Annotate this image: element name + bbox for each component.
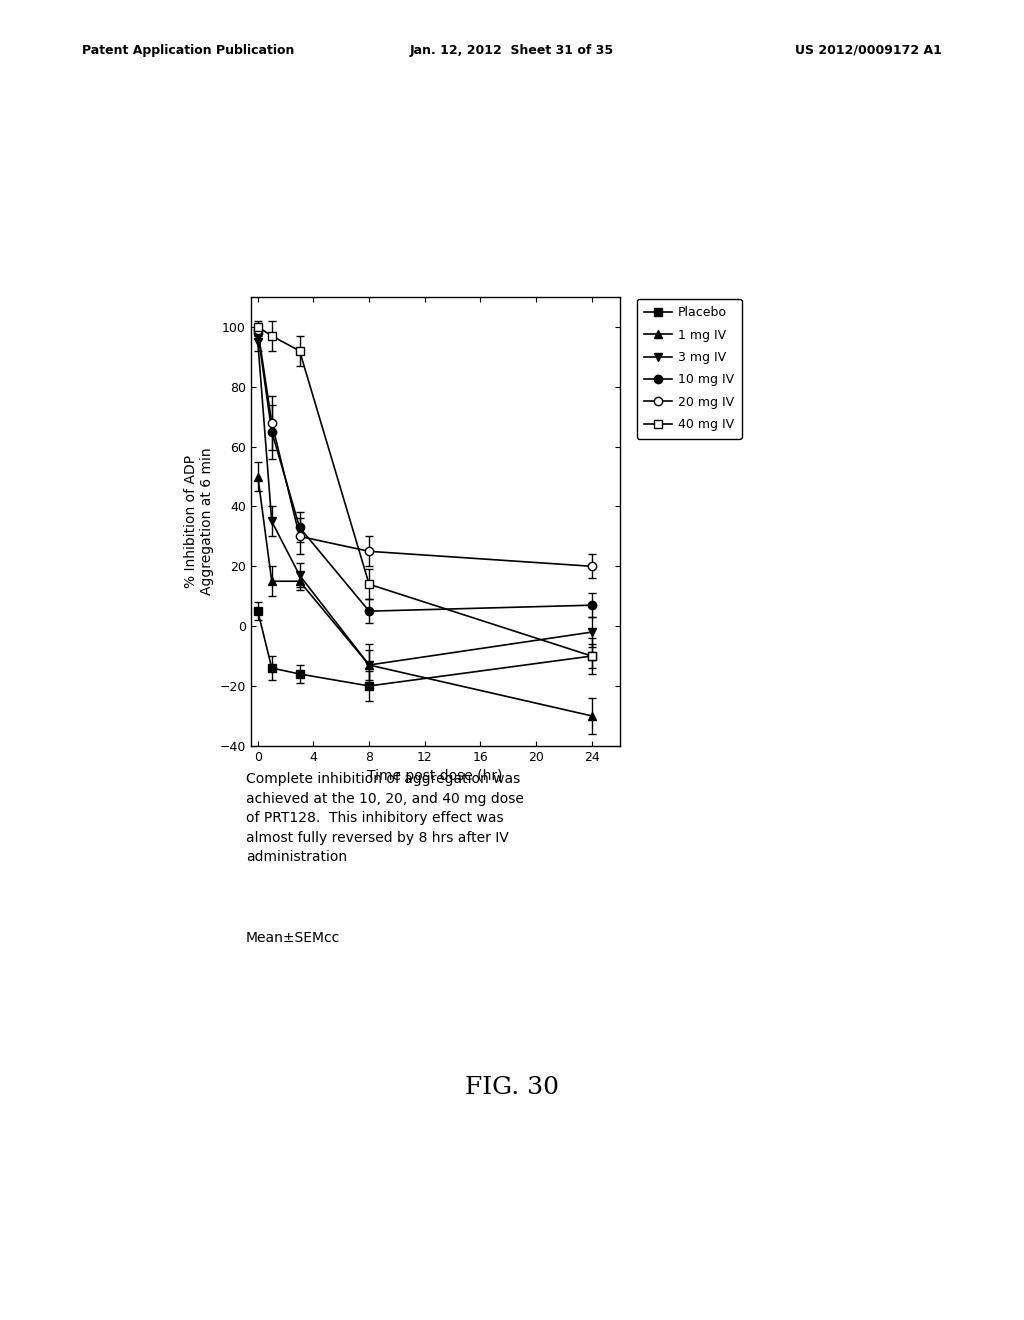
Text: Patent Application Publication: Patent Application Publication	[82, 44, 294, 57]
Text: US 2012/0009172 A1: US 2012/0009172 A1	[796, 44, 942, 57]
Text: FIG. 30: FIG. 30	[465, 1076, 559, 1098]
X-axis label: Time post dose (hr): Time post dose (hr)	[368, 770, 503, 783]
Y-axis label: % Inhibition of ADP
Aggregation at 6 min: % Inhibition of ADP Aggregation at 6 min	[184, 447, 214, 595]
Legend: Placebo, 1 mg IV, 3 mg IV, 10 mg IV, 20 mg IV, 40 mg IV: Placebo, 1 mg IV, 3 mg IV, 10 mg IV, 20 …	[637, 298, 741, 438]
Text: Jan. 12, 2012  Sheet 31 of 35: Jan. 12, 2012 Sheet 31 of 35	[410, 44, 614, 57]
Text: Mean±SEMcc: Mean±SEMcc	[246, 931, 340, 945]
Text: Complete inhibition of aggregation was
achieved at the 10, 20, and 40 mg dose
of: Complete inhibition of aggregation was a…	[246, 772, 523, 865]
